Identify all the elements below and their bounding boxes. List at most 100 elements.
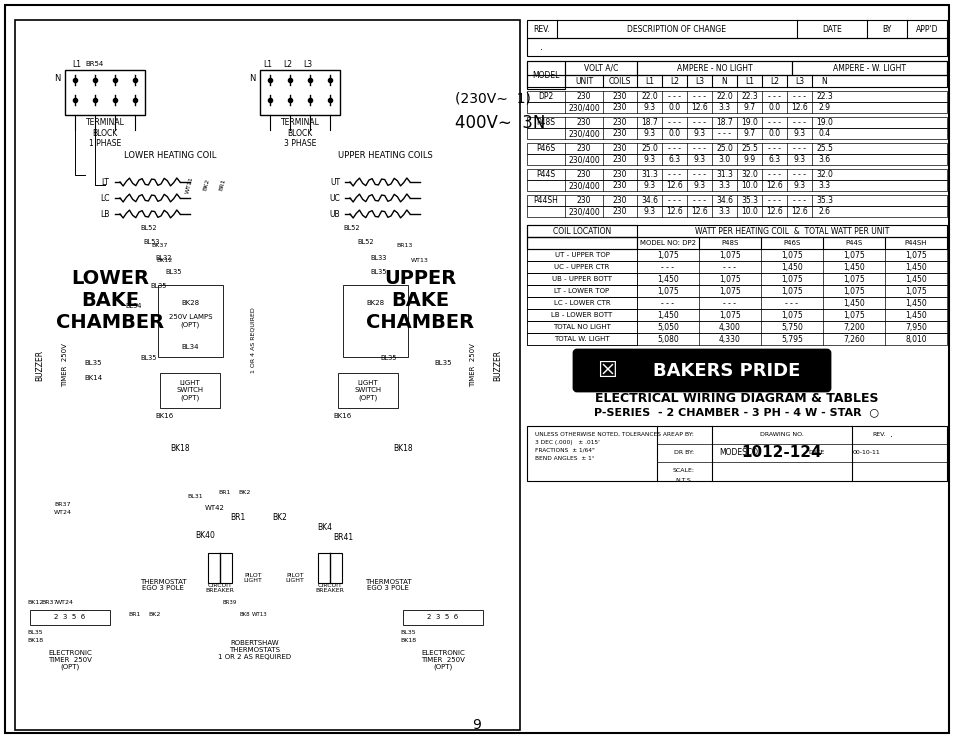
Text: BL35: BL35 bbox=[150, 283, 167, 289]
Bar bbox=[526, 261, 637, 273]
Text: 2  3  5  6: 2 3 5 6 bbox=[427, 614, 458, 620]
Text: 18.7: 18.7 bbox=[716, 118, 732, 127]
Text: TERMINAL
BLOCK
3 PHASE: TERMINAL BLOCK 3 PHASE bbox=[280, 118, 319, 148]
Text: 35.3: 35.3 bbox=[815, 196, 832, 205]
Text: LC - LOWER CTR: LC - LOWER CTR bbox=[553, 300, 610, 306]
Text: 19.0: 19.0 bbox=[815, 118, 832, 127]
Text: WATT PER HEATING COIL  &  TOTAL WATT PER UNIT: WATT PER HEATING COIL & TOTAL WATT PER U… bbox=[694, 227, 888, 235]
Bar bbox=[526, 128, 946, 139]
Text: LT - LOWER TOP: LT - LOWER TOP bbox=[554, 288, 609, 294]
Text: 3.3: 3.3 bbox=[718, 103, 730, 112]
Text: 230: 230 bbox=[577, 196, 591, 205]
Text: BL35: BL35 bbox=[140, 355, 156, 361]
Bar bbox=[526, 237, 946, 249]
Text: UB: UB bbox=[330, 210, 340, 218]
Text: LT: LT bbox=[101, 178, 109, 187]
Text: TOTAL NO LIGHT: TOTAL NO LIGHT bbox=[553, 324, 610, 330]
Text: - - -: - - - bbox=[692, 144, 705, 153]
Text: 1,075: 1,075 bbox=[842, 311, 864, 320]
Text: 230: 230 bbox=[612, 155, 626, 164]
Text: BL31: BL31 bbox=[187, 494, 203, 498]
FancyBboxPatch shape bbox=[574, 350, 829, 391]
Text: .: . bbox=[889, 429, 893, 439]
Text: 25.5: 25.5 bbox=[740, 144, 757, 153]
Text: 1,075: 1,075 bbox=[719, 286, 740, 295]
Text: 9.7: 9.7 bbox=[742, 129, 755, 138]
Text: BK18: BK18 bbox=[399, 638, 416, 643]
Text: 1,450: 1,450 bbox=[842, 298, 864, 308]
Text: 9.3: 9.3 bbox=[693, 129, 705, 138]
Text: 230: 230 bbox=[577, 144, 591, 153]
Text: - - -: - - - bbox=[667, 92, 680, 101]
Text: 1 OR 4 AS REQUIRED: 1 OR 4 AS REQUIRED bbox=[251, 307, 255, 373]
Text: 10.0: 10.0 bbox=[740, 207, 757, 216]
Text: 0.0: 0.0 bbox=[668, 103, 679, 112]
Text: BL35: BL35 bbox=[434, 360, 452, 366]
Bar bbox=[30, 610, 110, 625]
Text: TIMER  250V: TIMER 250V bbox=[62, 343, 68, 387]
Text: VOLT A/C: VOLT A/C bbox=[583, 63, 618, 72]
Bar bbox=[526, 169, 946, 180]
Text: 230: 230 bbox=[612, 92, 626, 101]
Text: (230V∼  1): (230V∼ 1) bbox=[455, 91, 530, 105]
Text: ELECTRONIC
TIMER  250V
(OPT): ELECTRONIC TIMER 250V (OPT) bbox=[420, 649, 464, 670]
Text: 9.3: 9.3 bbox=[793, 155, 804, 164]
Bar bbox=[526, 273, 637, 285]
Bar bbox=[526, 91, 946, 102]
Text: 5,750: 5,750 bbox=[781, 323, 802, 331]
Text: 1,075: 1,075 bbox=[657, 286, 679, 295]
Text: BL35: BL35 bbox=[27, 630, 43, 635]
Text: 25.0: 25.0 bbox=[716, 144, 732, 153]
Text: 32.0: 32.0 bbox=[815, 170, 832, 179]
Text: - - -: - - - bbox=[667, 196, 680, 205]
Text: 1,450: 1,450 bbox=[842, 263, 864, 272]
Text: BL53: BL53 bbox=[143, 239, 159, 245]
Text: BK28: BK28 bbox=[181, 300, 199, 306]
Text: - - -: - - - bbox=[667, 170, 680, 179]
Bar bbox=[526, 61, 946, 75]
Bar bbox=[526, 333, 637, 345]
Bar bbox=[526, 285, 946, 297]
Text: L2: L2 bbox=[769, 77, 779, 86]
Text: 1,450: 1,450 bbox=[657, 311, 679, 320]
Text: 5,050: 5,050 bbox=[657, 323, 679, 331]
Text: 12.6: 12.6 bbox=[690, 103, 707, 112]
Bar bbox=[526, 309, 946, 321]
Bar bbox=[526, 117, 946, 128]
Text: AMPERE - NO LIGHT: AMPERE - NO LIGHT bbox=[676, 63, 752, 72]
Text: - - -: - - - bbox=[767, 170, 781, 179]
Text: 00-10-11: 00-10-11 bbox=[852, 449, 880, 455]
Bar bbox=[526, 237, 637, 249]
Bar bbox=[526, 75, 946, 87]
Text: 9.3: 9.3 bbox=[793, 129, 804, 138]
Text: 10.0: 10.0 bbox=[740, 181, 757, 190]
Text: BK37: BK37 bbox=[152, 243, 168, 247]
Text: 3.0: 3.0 bbox=[718, 155, 730, 164]
Text: UNLESS OTHERWISE NOTED, TOLERANCES ARE: UNLESS OTHERWISE NOTED, TOLERANCES ARE bbox=[535, 432, 674, 436]
Text: 7,260: 7,260 bbox=[842, 334, 864, 343]
Text: WT42: WT42 bbox=[205, 505, 225, 511]
Text: DRAWING NO.: DRAWING NO. bbox=[760, 432, 803, 436]
Text: WT13: WT13 bbox=[252, 613, 268, 618]
Text: BL52: BL52 bbox=[356, 239, 374, 245]
Text: 230/400: 230/400 bbox=[568, 207, 599, 216]
Bar bbox=[526, 225, 946, 237]
Text: 230/400: 230/400 bbox=[568, 103, 599, 112]
Text: 1,075: 1,075 bbox=[719, 275, 740, 283]
Text: 12.6: 12.6 bbox=[790, 207, 807, 216]
Text: L2: L2 bbox=[283, 60, 293, 69]
Bar bbox=[337, 373, 397, 408]
Text: LB - LOWER BOTT: LB - LOWER BOTT bbox=[551, 312, 612, 318]
Text: BK16: BK16 bbox=[155, 413, 174, 419]
Bar bbox=[317, 553, 341, 583]
Text: N: N bbox=[720, 77, 726, 86]
Text: REV.: REV. bbox=[533, 24, 550, 33]
Text: 1,075: 1,075 bbox=[842, 275, 864, 283]
Text: ☒: ☒ bbox=[597, 360, 617, 381]
Text: 1,450: 1,450 bbox=[781, 263, 802, 272]
Text: L3: L3 bbox=[694, 77, 703, 86]
Text: LOWER
BAKE
CHAMBER: LOWER BAKE CHAMBER bbox=[56, 269, 164, 331]
Text: 25.0: 25.0 bbox=[640, 144, 658, 153]
Bar bbox=[526, 195, 946, 206]
Text: 230: 230 bbox=[577, 92, 591, 101]
